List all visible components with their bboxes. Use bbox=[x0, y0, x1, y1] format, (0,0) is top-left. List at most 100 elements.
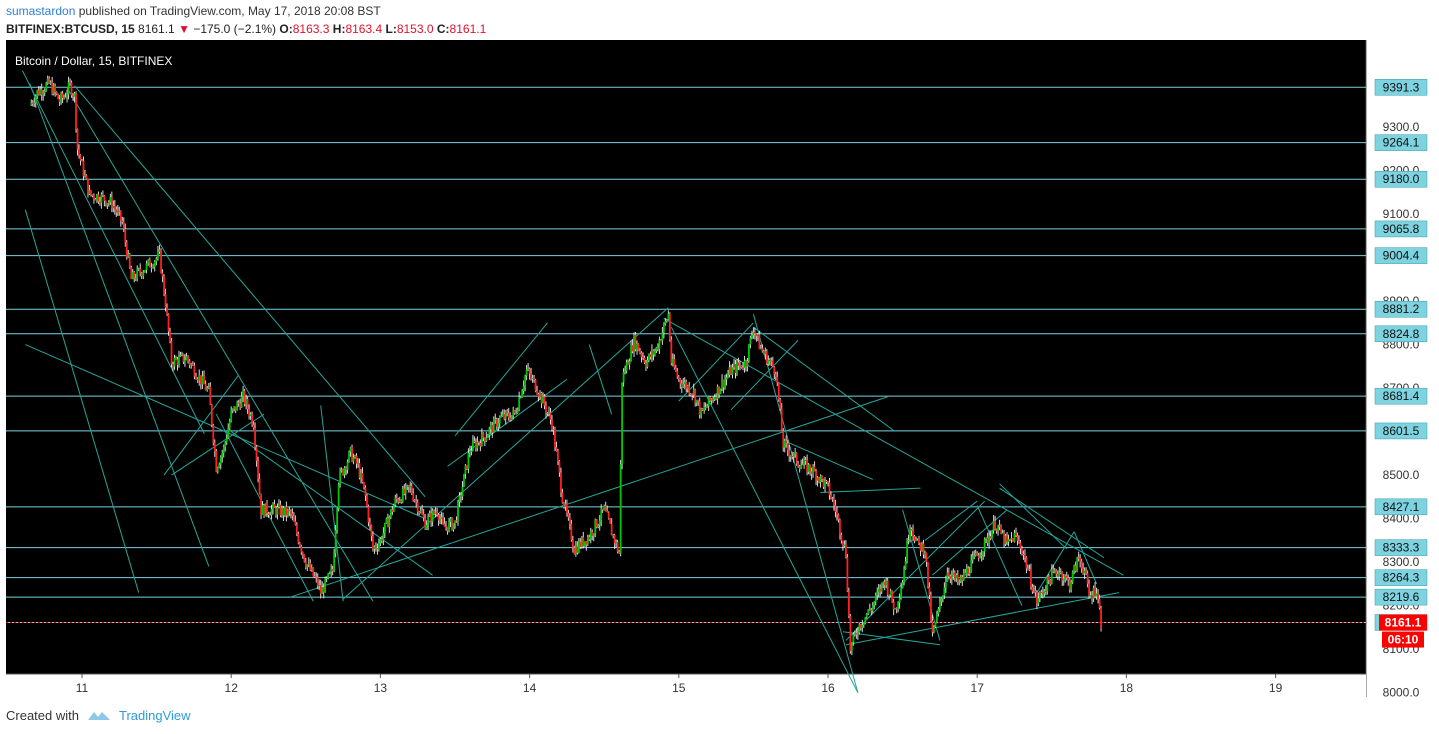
tradingview-link[interactable]: TradingView bbox=[118, 708, 191, 723]
candle-body bbox=[504, 411, 507, 419]
candle-body bbox=[101, 194, 104, 196]
candle-body bbox=[791, 456, 794, 458]
candle-body bbox=[448, 521, 450, 532]
candle-body bbox=[309, 563, 312, 571]
author-link[interactable]: sumastardon bbox=[6, 4, 76, 18]
candle-body bbox=[130, 267, 133, 279]
candle-body bbox=[369, 522, 371, 526]
candle-body bbox=[743, 360, 746, 368]
candle-body bbox=[919, 542, 922, 551]
candle-body bbox=[167, 314, 170, 332]
candle-body bbox=[310, 567, 313, 571]
candle-body bbox=[206, 388, 209, 390]
candle-body bbox=[807, 464, 810, 473]
trend-line bbox=[74, 85, 426, 498]
price-chart[interactable]: 9400.09300.09200.09100.08900.08800.08700… bbox=[6, 40, 1433, 697]
candle-body bbox=[252, 424, 255, 429]
candle-body bbox=[454, 520, 456, 524]
candle-body bbox=[461, 486, 464, 497]
candle-body bbox=[865, 614, 868, 618]
candle-body bbox=[776, 376, 779, 383]
candle-body bbox=[715, 397, 717, 399]
candle-body bbox=[624, 371, 626, 373]
candle-body bbox=[606, 510, 609, 513]
level-price-label-box bbox=[1374, 79, 1428, 96]
candle-body bbox=[554, 429, 556, 448]
candle-body bbox=[372, 536, 374, 550]
candle-body bbox=[591, 531, 594, 536]
candle-body bbox=[889, 591, 892, 596]
candle-body bbox=[925, 552, 928, 563]
candle-body bbox=[116, 210, 119, 213]
candle-body bbox=[906, 540, 908, 562]
candle-body bbox=[661, 332, 664, 341]
symbol-label: BITFINEX:BTCUSD, 15 bbox=[6, 22, 135, 36]
candle-body bbox=[801, 464, 804, 466]
candle-body bbox=[839, 519, 841, 535]
level-price-label: 8333.3 bbox=[1383, 541, 1420, 555]
candle-body bbox=[351, 447, 353, 462]
candle-body bbox=[901, 582, 904, 589]
candle-body bbox=[882, 582, 885, 584]
candle-body bbox=[518, 397, 521, 410]
candle-body bbox=[94, 198, 97, 201]
candle-body bbox=[615, 542, 618, 544]
candle-body bbox=[570, 523, 573, 541]
candle-body bbox=[324, 578, 327, 593]
candle-body bbox=[549, 412, 552, 420]
candle-body bbox=[740, 365, 743, 368]
candle-body bbox=[245, 398, 248, 405]
candle-body bbox=[943, 587, 946, 596]
candle-body bbox=[871, 605, 874, 611]
candle-body bbox=[886, 580, 889, 595]
candle-body bbox=[645, 362, 647, 367]
candle-body bbox=[306, 564, 309, 568]
candle-body bbox=[970, 560, 973, 573]
candle-body bbox=[1064, 575, 1067, 580]
candle-body bbox=[93, 195, 95, 199]
candle-body bbox=[346, 461, 349, 470]
candle-body bbox=[54, 85, 57, 93]
candle-body bbox=[639, 350, 641, 353]
candle-body bbox=[348, 451, 350, 462]
candle-body bbox=[257, 460, 259, 479]
candle-body bbox=[178, 356, 180, 365]
candle-body bbox=[546, 412, 549, 414]
candle-body bbox=[67, 82, 70, 95]
candle-body bbox=[36, 90, 39, 96]
candle-body bbox=[648, 354, 650, 361]
candle-body bbox=[819, 475, 822, 483]
tradingview-logo-icon[interactable] bbox=[87, 709, 111, 723]
time-tick-label: 11 bbox=[76, 681, 89, 695]
candle-body bbox=[883, 582, 886, 586]
candle-body bbox=[701, 408, 704, 411]
low-value: 8153.0 bbox=[396, 22, 434, 36]
candle-body bbox=[827, 481, 829, 483]
candle-body bbox=[474, 441, 477, 449]
candle-body bbox=[251, 414, 253, 425]
candle-body bbox=[148, 259, 151, 268]
candle-body bbox=[48, 78, 51, 83]
time-axis[interactable] bbox=[6, 674, 1366, 697]
candle-body bbox=[636, 343, 638, 350]
candle-body bbox=[731, 367, 734, 375]
candle-body bbox=[157, 251, 159, 259]
candle-body bbox=[824, 480, 826, 488]
candle-body bbox=[210, 404, 213, 426]
level-price-label-box bbox=[1374, 170, 1428, 188]
candle-body bbox=[916, 538, 919, 540]
candle-body bbox=[959, 577, 962, 582]
candle-body bbox=[70, 82, 73, 96]
candle-body bbox=[55, 92, 58, 94]
candle-body bbox=[1092, 587, 1095, 599]
candle-body bbox=[282, 507, 285, 516]
countdown-badge bbox=[1382, 631, 1424, 648]
open-value: 8163.3 bbox=[292, 22, 330, 36]
candle-body bbox=[964, 572, 967, 575]
candle-body bbox=[216, 467, 219, 472]
candle-body bbox=[163, 276, 165, 295]
candle-body bbox=[582, 537, 585, 546]
candle-body bbox=[231, 409, 234, 411]
candle-body bbox=[439, 518, 441, 521]
candle-body bbox=[267, 513, 270, 515]
